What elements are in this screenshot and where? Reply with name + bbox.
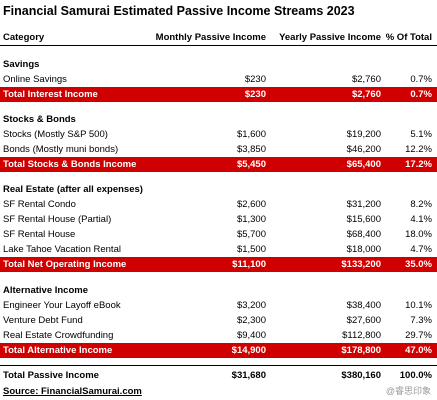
row-percent: 10.1%	[405, 300, 432, 311]
total-percent: 0.7%	[410, 89, 432, 100]
section-name: Real Estate (after all expenses)	[3, 184, 143, 195]
row-percent: 29.7%	[405, 330, 432, 341]
source-link[interactable]: Source: FinancialSamurai.com	[3, 386, 142, 397]
grand-total-divider	[0, 365, 437, 366]
row-yearly: $19,200	[346, 129, 381, 140]
total-percent: 47.0%	[405, 345, 432, 356]
total-yearly: $133,200	[341, 259, 381, 270]
grand-total-yearly: $380,160	[341, 370, 381, 381]
row-percent: 4.1%	[410, 214, 432, 225]
table-row: Online Savings $230 $2,760 0.7%	[0, 72, 437, 87]
row-monthly: $1,300	[236, 214, 266, 225]
row-yearly: $2,760	[351, 74, 381, 85]
table-row: Bonds (Mostly muni bonds) $3,850 $46,200 12…	[0, 142, 437, 157]
row-monthly: $1,500	[236, 244, 266, 255]
row-percent: 7.3%	[410, 315, 432, 326]
row-label: Engineer Your Layoff eBook	[3, 300, 121, 311]
row-monthly: $3,850	[236, 144, 266, 155]
total-yearly: $2,760	[351, 89, 381, 100]
grand-total-monthly: $31,680	[231, 370, 266, 381]
section-heading: Stocks & Bonds	[0, 112, 437, 127]
grand-total-percent: 100.0%	[399, 370, 432, 381]
total-label: Total Interest Income	[3, 89, 98, 100]
row-yearly: $31,200	[346, 199, 381, 210]
percent-header: % Of Total	[385, 32, 432, 43]
row-percent: 18.0%	[405, 229, 432, 240]
row-percent: 4.7%	[410, 244, 432, 255]
row-label: Stocks (Mostly S&P 500)	[3, 129, 108, 140]
row-percent: 5.1%	[410, 129, 432, 140]
section-total-row: Total Stocks & Bonds Income $5,450 $65,400…	[0, 157, 437, 172]
row-label: Online Savings	[3, 74, 67, 85]
total-monthly: $230	[244, 89, 266, 100]
table-row: Stocks (Mostly S&P 500) $1,600 $19,200 5.1%	[0, 127, 437, 142]
watermark: @睿思印象	[385, 386, 431, 396]
section-total-row: Total Interest Income $230 $2,760 0.7%	[0, 87, 437, 102]
section-total-row: Total Alternative Income $14,900 $178,800 4…	[0, 343, 437, 358]
row-yearly: $68,400	[346, 229, 381, 240]
table-title: Financial Samurai Estimated Passive Inco…	[3, 4, 355, 18]
row-monthly: $230	[244, 74, 266, 85]
total-yearly: $65,400	[346, 159, 381, 170]
grand-total-label: Total Passive Income	[3, 370, 99, 381]
table-row: Lake Tahoe Vacation Rental $1,500 $18,000 4…	[0, 242, 437, 257]
section-heading: Real Estate (after all expenses)	[0, 182, 437, 197]
row-label: SF Rental Condo	[3, 199, 76, 210]
table-row: Engineer Your Layoff eBook $3,200 $38,400 1…	[0, 298, 437, 313]
table-row: SF Rental Condo $2,600 $31,200 8.2%	[0, 197, 437, 212]
yearly-header: Yearly Passive Income	[279, 32, 381, 43]
row-monthly: $3,200	[236, 300, 266, 311]
section-name: Savings	[3, 59, 40, 70]
total-yearly: $178,800	[341, 345, 381, 356]
section-heading: Savings	[0, 57, 437, 72]
row-yearly: $15,600	[346, 214, 381, 225]
table-row: SF Rental House $5,700 $68,400 18.0%	[0, 227, 437, 242]
row-label: SF Rental House (Partial)	[3, 214, 112, 225]
category-header: Category	[3, 32, 45, 43]
row-yearly: $46,200	[346, 144, 381, 155]
row-yearly: $112,800	[342, 330, 381, 341]
row-percent: 8.2%	[410, 199, 432, 210]
table-row: Real Estate Crowdfunding $9,400 $112,800 29…	[0, 328, 437, 343]
table-row: Venture Debt Fund $2,300 $27,600 7.3%	[0, 313, 437, 328]
section-total-row: Total Net Operating Income $11,100 $133,20…	[0, 257, 437, 272]
row-label: Lake Tahoe Vacation Rental	[3, 244, 121, 255]
row-monthly: $5,700	[236, 229, 266, 240]
total-monthly: $11,100	[232, 259, 266, 270]
section-name: Stocks & Bonds	[3, 114, 76, 125]
row-label: Venture Debt Fund	[3, 315, 83, 326]
section-name: Alternative Income	[3, 285, 88, 296]
header-divider	[0, 45, 437, 46]
total-percent: 35.0%	[405, 259, 432, 270]
row-monthly: $2,600	[236, 199, 266, 210]
row-percent: 12.2%	[405, 144, 432, 155]
total-label: Total Stocks & Bonds Income	[3, 159, 137, 170]
row-label: SF Rental House	[3, 229, 76, 240]
row-monthly: $9,400	[236, 330, 266, 341]
total-label: Total Net Operating Income	[3, 259, 127, 270]
total-monthly: $14,900	[231, 345, 266, 356]
total-percent: 17.2%	[405, 159, 432, 170]
column-header-row: Category Monthly Passive Income Yearly Pas…	[0, 30, 437, 45]
row-yearly: $27,600	[346, 315, 381, 326]
table-row: SF Rental House (Partial) $1,300 $15,600 4.…	[0, 212, 437, 227]
row-label: Bonds (Mostly muni bonds)	[3, 144, 119, 155]
total-label: Total Alternative Income	[3, 345, 113, 356]
row-yearly: $18,000	[346, 244, 381, 255]
total-monthly: $5,450	[236, 159, 266, 170]
row-percent: 0.7%	[410, 74, 432, 85]
grand-total-row: Total Passive Income $31,680 $380,160 100.0…	[0, 368, 437, 383]
row-yearly: $38,400	[346, 300, 381, 311]
section-heading: Alternative Income	[0, 283, 437, 298]
monthly-header: Monthly Passive Income	[155, 32, 266, 43]
row-label: Real Estate Crowdfunding	[3, 330, 114, 341]
row-monthly: $1,600	[236, 129, 266, 140]
row-monthly: $2,300	[236, 315, 266, 326]
